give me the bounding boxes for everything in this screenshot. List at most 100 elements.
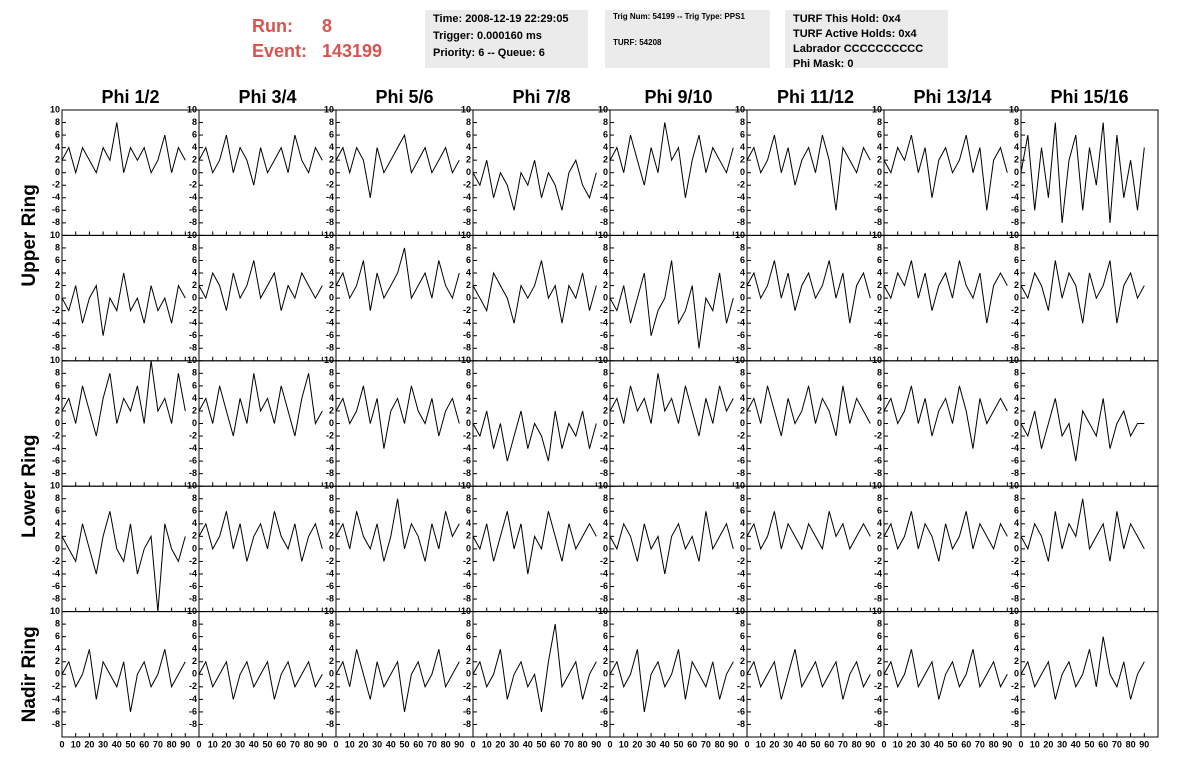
y-tick-label: -6 (52, 330, 60, 340)
x-tick-label: 30 (646, 739, 656, 749)
y-tick-label: 4 (740, 267, 745, 277)
x-tick-label: 90 (591, 739, 601, 749)
waveform (198, 511, 323, 562)
y-tick-label: -8 (326, 593, 334, 603)
waveform (609, 511, 734, 575)
y-tick-label: -6 (1011, 706, 1019, 716)
x-tick-label: 90 (865, 739, 875, 749)
y-tick-label: 6 (877, 506, 882, 516)
y-tick-label: 0 (877, 543, 882, 553)
y-tick-label: -4 (1011, 443, 1019, 453)
y-tick-label: -4 (52, 192, 60, 202)
y-tick-label: 8 (329, 619, 334, 629)
y-tick-label: 2 (877, 656, 882, 666)
waveform (746, 134, 871, 211)
y-tick-label: 10 (50, 230, 60, 240)
y-tick-label: -8 (189, 217, 197, 227)
y-tick-label: 8 (877, 619, 882, 629)
x-tick-label: 90 (728, 739, 738, 749)
y-tick-label: -2 (737, 556, 745, 566)
y-tick-label: 6 (329, 380, 334, 390)
info-line: Priority: 6 -- Queue: 6 (433, 47, 545, 59)
y-tick-label: 6 (192, 129, 197, 139)
y-tick-label: -2 (52, 305, 60, 315)
x-tick-label: 10 (71, 739, 81, 749)
y-tick-label: 6 (1014, 129, 1019, 139)
y-tick-label: -8 (463, 343, 471, 353)
column-title: Phi 3/4 (238, 87, 296, 107)
y-tick-label: 2 (740, 405, 745, 415)
y-tick-label: -8 (600, 593, 608, 603)
y-tick-label: 8 (1014, 242, 1019, 252)
waveform (472, 260, 597, 324)
y-tick-label: -2 (1011, 305, 1019, 315)
x-tick-label: 0 (59, 739, 64, 749)
waveform (335, 498, 460, 562)
y-tick-label: 10 (872, 104, 882, 114)
y-tick-label: 10 (187, 355, 197, 365)
y-tick-label: -4 (874, 192, 882, 202)
y-tick-label: 8 (55, 368, 60, 378)
y-tick-label: 8 (603, 242, 608, 252)
x-tick-label: 50 (947, 739, 957, 749)
y-tick-label: 6 (603, 380, 608, 390)
x-tick-label: 40 (249, 739, 259, 749)
y-tick-label: -2 (52, 556, 60, 566)
y-tick-label: -2 (189, 681, 197, 691)
waveform (1020, 122, 1145, 223)
y-tick-label: 6 (740, 506, 745, 516)
y-tick-label: 2 (603, 280, 608, 290)
y-tick-label: -6 (326, 205, 334, 215)
y-tick-label: 6 (55, 255, 60, 265)
y-tick-label: 4 (603, 644, 608, 654)
y-tick-label: 10 (872, 481, 882, 491)
waveform (609, 373, 734, 437)
x-tick-label: 20 (495, 739, 505, 749)
y-tick-label: -8 (326, 217, 334, 227)
y-tick-label: 4 (603, 142, 608, 152)
y-tick-label: -2 (737, 681, 745, 691)
column-title: Phi 7/8 (512, 87, 570, 107)
x-tick-label: 0 (1018, 739, 1023, 749)
y-tick-label: 8 (740, 619, 745, 629)
x-tick-label: 70 (153, 739, 163, 749)
x-tick-label: 50 (1084, 739, 1094, 749)
y-tick-label: -8 (463, 719, 471, 729)
y-tick-label: -2 (189, 556, 197, 566)
y-tick-label: -4 (189, 443, 197, 453)
y-tick-label: 8 (740, 493, 745, 503)
y-tick-label: 4 (466, 644, 471, 654)
y-tick-label: 10 (50, 104, 60, 114)
y-tick-label: 10 (187, 481, 197, 491)
row-label: Upper Ring (19, 184, 40, 286)
info-line: Trigger: 0.000160 ms (433, 30, 542, 42)
y-tick-label: 10 (50, 355, 60, 365)
x-tick-label: 80 (578, 739, 588, 749)
y-tick-label: -4 (52, 443, 60, 453)
y-tick-label: 6 (329, 631, 334, 641)
y-tick-label: 8 (877, 493, 882, 503)
y-tick-label: 2 (1014, 531, 1019, 541)
y-tick-label: -2 (463, 430, 471, 440)
y-tick-label: 10 (735, 230, 745, 240)
y-tick-label: -8 (189, 343, 197, 353)
y-tick-label: -6 (600, 706, 608, 716)
y-tick-label: 0 (55, 292, 60, 302)
y-tick-label: 6 (55, 631, 60, 641)
y-tick-label: -4 (189, 568, 197, 578)
y-tick-label: 8 (466, 619, 471, 629)
y-tick-label: 8 (192, 242, 197, 252)
y-tick-label: -4 (326, 694, 334, 704)
y-tick-label: -8 (737, 343, 745, 353)
y-tick-label: 8 (192, 368, 197, 378)
run-value: 8 (322, 16, 332, 36)
y-tick-label: 10 (324, 104, 334, 114)
y-tick-label: 10 (1009, 606, 1019, 616)
y-tick-label: 2 (466, 280, 471, 290)
y-tick-label: 0 (55, 669, 60, 679)
y-tick-label: 10 (735, 481, 745, 491)
y-tick-label: -4 (1011, 192, 1019, 202)
y-tick-label: 2 (55, 656, 60, 666)
event-label: Event: (252, 41, 307, 61)
y-tick-label: 6 (1014, 380, 1019, 390)
